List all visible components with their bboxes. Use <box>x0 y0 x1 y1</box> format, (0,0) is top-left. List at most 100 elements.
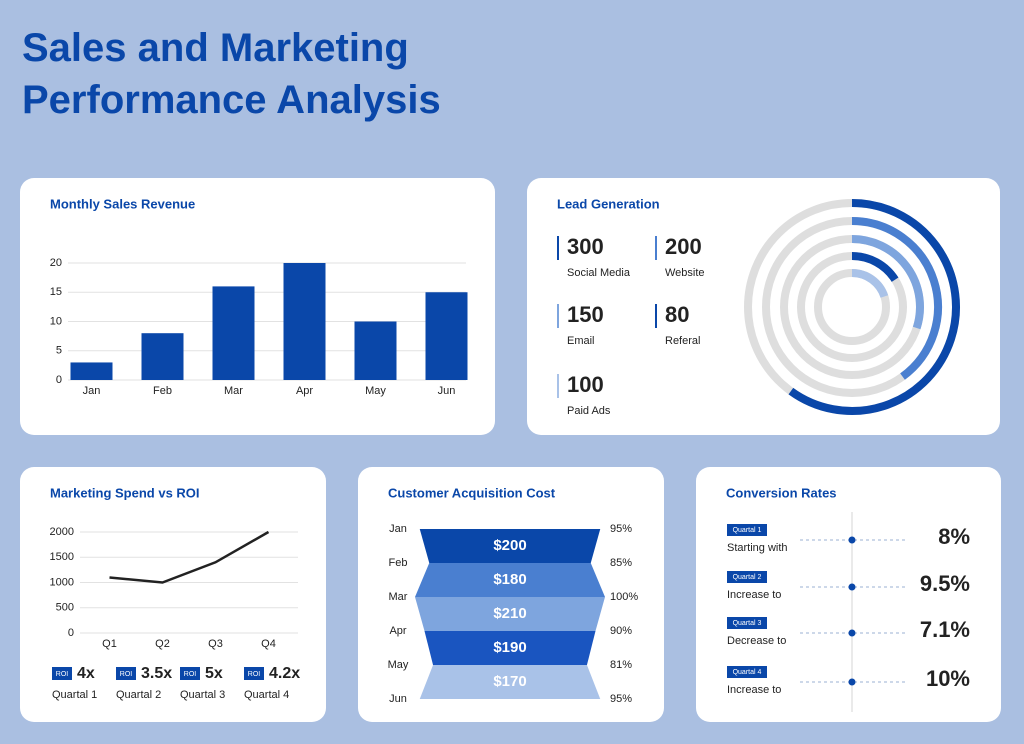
bar <box>354 321 397 380</box>
ring-arc <box>851 235 924 330</box>
y-tick-label: 10 <box>50 315 62 327</box>
x-tick-label: Feb <box>153 385 172 397</box>
funnel-band <box>415 597 605 631</box>
x-tick-label: Q1 <box>102 638 117 650</box>
quartal-badge-text: Quartal 2 <box>733 574 762 581</box>
stat-marker <box>557 374 559 398</box>
quartal-badge <box>727 524 767 536</box>
rate-label: 95% <box>610 693 632 705</box>
card-title: Monthly Sales Revenue <box>50 196 195 211</box>
y-tick-label: 1000 <box>50 576 74 588</box>
funnel-value: $210 <box>493 605 526 622</box>
y-tick-label: 20 <box>50 257 62 269</box>
x-tick-label: Jun <box>438 385 456 397</box>
quartal-badge <box>727 617 767 629</box>
x-tick-label: Q3 <box>208 638 223 650</box>
rate-label: 85% <box>610 557 632 569</box>
stat-value: 300 <box>567 234 604 259</box>
y-tick-label: 5 <box>56 345 62 357</box>
y-tick-label: 0 <box>56 374 62 386</box>
bar <box>70 362 113 380</box>
funnel-value: $200 <box>493 537 526 554</box>
x-tick-label: Jan <box>83 385 101 397</box>
stat-value: 100 <box>567 372 604 397</box>
card <box>20 467 326 722</box>
card-title: Conversion Rates <box>726 485 837 500</box>
quartal-badge-text: Quartal 4 <box>733 669 762 676</box>
funnel-value: $190 <box>493 639 526 656</box>
y-tick-label: 2000 <box>50 526 74 538</box>
roi-label: Quartal 3 <box>180 689 225 701</box>
stat-value: 200 <box>665 234 702 259</box>
line <box>109 530 270 584</box>
bar <box>425 292 468 380</box>
funnel-band <box>419 665 601 699</box>
x-tick-label: Mar <box>224 385 243 397</box>
stat-marker <box>557 236 559 260</box>
x-tick-label: Q4 <box>261 638 276 650</box>
bar <box>283 263 326 380</box>
card-title: Marketing Spend vs ROI <box>50 485 200 500</box>
stat-marker <box>655 304 657 328</box>
roi-label: Quartal 2 <box>116 689 161 701</box>
conversion-value: 8% <box>938 524 970 549</box>
roi-badge-text: ROI <box>120 671 133 678</box>
stat-label: Social Media <box>567 267 631 279</box>
ring-arc <box>851 269 889 298</box>
rate-label: 100% <box>610 591 638 603</box>
ring-arc <box>851 217 942 380</box>
month-label: May <box>388 659 409 671</box>
y-tick-label: 1500 <box>50 551 74 563</box>
funnel-band <box>415 563 605 597</box>
bar <box>141 333 184 380</box>
quartal-badge <box>727 666 767 678</box>
conversion-label: Starting with <box>727 542 788 554</box>
timeline-dot <box>848 536 856 544</box>
month-label: Jun <box>389 693 407 705</box>
month-label: Jan <box>389 523 407 535</box>
funnel-value: $180 <box>493 571 526 588</box>
roi-badge-text: ROI <box>56 671 69 678</box>
bar <box>212 286 255 380</box>
rate-label: 81% <box>610 659 632 671</box>
conversion-value: 9.5% <box>920 571 970 596</box>
rate-label: 90% <box>610 625 632 637</box>
stat-value: 150 <box>567 302 604 327</box>
roi-badge <box>116 667 136 680</box>
page-title: Sales and Marketing Performance Analysis <box>22 26 441 122</box>
stat-label: Referal <box>665 335 700 347</box>
x-tick-label: Q2 <box>155 638 170 650</box>
card-title: Customer Acquisition Cost <box>388 485 556 500</box>
month-label: Mar <box>389 591 408 603</box>
roi-badge-text: ROI <box>248 671 261 678</box>
roi-badge <box>244 667 264 680</box>
timeline-dot <box>848 583 856 591</box>
funnel-band <box>424 631 596 665</box>
stat-marker <box>557 304 559 328</box>
conversion-value: 7.1% <box>920 617 970 642</box>
y-tick-label: 15 <box>50 286 62 298</box>
roi-value: 5x <box>205 665 223 682</box>
x-tick-label: Apr <box>296 385 313 397</box>
x-tick-label: May <box>365 385 386 397</box>
month-label: Feb <box>389 557 408 569</box>
rate-label: 95% <box>610 523 632 535</box>
roi-badge-text: ROI <box>184 671 197 678</box>
ring-arc <box>788 199 960 415</box>
stat-marker <box>655 236 657 260</box>
roi-value: 4.2x <box>269 665 300 682</box>
conversion-label: Increase to <box>727 684 781 696</box>
stat-label: Email <box>567 335 595 347</box>
funnel-band <box>419 529 601 563</box>
y-tick-label: 0 <box>68 627 74 639</box>
quartal-badge <box>727 571 767 583</box>
timeline-dot <box>848 629 856 637</box>
conversion-value: 10% <box>926 666 970 691</box>
stat-label: Paid Ads <box>567 405 611 417</box>
month-label: Apr <box>389 625 406 637</box>
quartal-badge-text: Quartal 3 <box>733 620 762 627</box>
y-tick-label: 500 <box>56 602 74 614</box>
timeline-dot <box>848 678 856 686</box>
